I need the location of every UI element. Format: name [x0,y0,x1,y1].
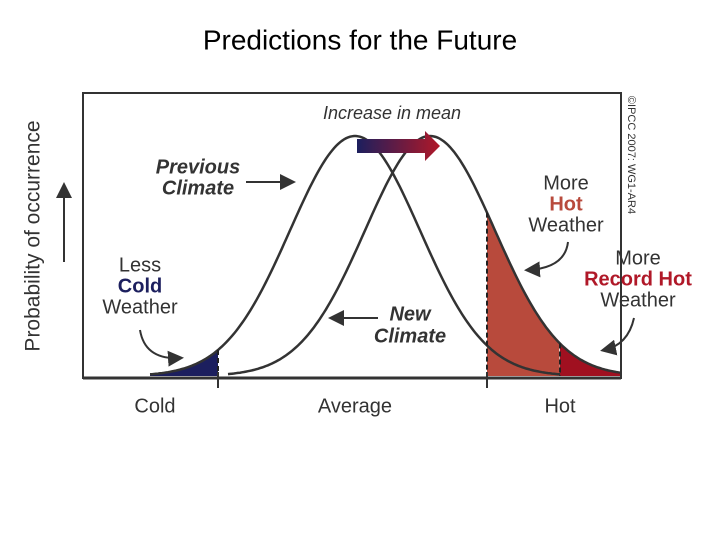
previous-climate: Previous [156,156,240,178]
shaded-tail [560,343,620,376]
previous-climate: Climate [162,177,234,199]
more-record-hot: Record Hot [584,268,692,290]
annotation-arrow [524,241,569,278]
new-climate: Climate [374,325,446,347]
shaded-tail [150,350,218,376]
y-axis-label: Probability of occurrence [22,120,45,351]
x-label: Cold [134,395,175,417]
less-cold: Less [119,254,161,276]
previous-climate-curve [149,134,561,376]
slide-title: Predictions for the Future [203,24,517,55]
less-cold: Weather [102,296,178,318]
more-hot: More [543,172,589,194]
curves [149,134,621,376]
new-climate-curve [227,134,621,376]
more-hot: Hot [549,193,583,215]
more-record-hot: Weather [600,289,676,311]
annotation-arrow [139,329,184,367]
credit: ©IPCC 2007: WG1-AR4 [625,96,637,214]
annotation-arrow [600,317,635,356]
mean-shift-arrow [357,131,440,161]
more-record-hot: More [615,247,661,269]
mean-shift-label: Increase in mean [323,103,461,123]
new-climate: New [389,303,432,325]
x-label: Hot [544,395,576,417]
x-label: Average [318,395,392,417]
more-hot: Weather [528,214,604,236]
less-cold: Cold [118,275,162,297]
